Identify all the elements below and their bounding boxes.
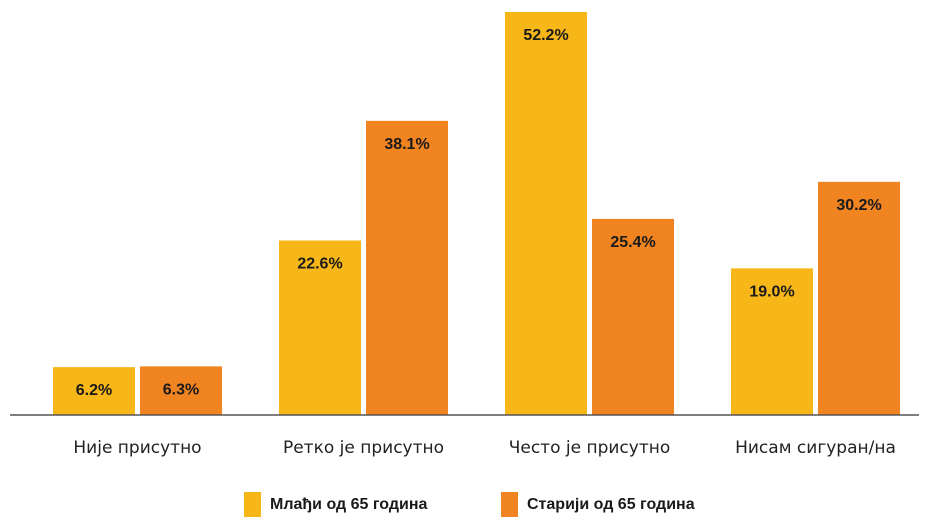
bar-s1-c2 [592,218,674,415]
bar-s1-c3 [818,181,900,415]
category-label-1: Ретко је присутно [283,438,444,458]
legend-label-younger: Млађи од 65 година [270,495,428,513]
data-label-s0-c1: 22.6% [297,256,342,273]
bar-s1-c1 [366,120,448,415]
legend-item-older: Старији од 65 година [501,492,695,517]
category-label-0: Није присутно [73,438,201,458]
legend-label-older: Старији од 65 година [527,495,695,513]
data-label-s0-c0: 6.2% [76,382,112,399]
bar-s0-c2 [505,12,587,415]
legend: Млађи од 65 година Старији од 65 година [0,492,929,522]
category-labels: Није присутно Ретко је присутно Често је п… [73,438,896,458]
legend-swatch-older [501,492,518,517]
legend-item-younger: Млађи од 65 година [244,492,427,517]
bar-s1-c0 [140,366,222,415]
category-label-3: Нисам сигуран/на [735,438,896,458]
bar-s0-c3 [731,268,813,415]
legend-swatch-younger [244,492,261,517]
category-label-2: Често је присутно [509,438,671,458]
data-label-s1-c0: 6.3% [163,381,199,398]
bar-s0-c0 [53,367,135,415]
bar-s0-c1 [279,240,361,415]
data-label-s0-c2: 52.2% [523,27,568,44]
data-label-s1-c3: 30.2% [836,197,881,214]
bar-chart: 6.2% 22.6% 52.2% 19.0% 6.3% 38.1% 25.4% 30.2% Н… [10,12,919,458]
bars-group: 6.2% 22.6% 52.2% 19.0% 6.3% 38.1% 25.4% 30.2% [53,12,900,415]
data-label-s1-c1: 38.1% [384,136,429,153]
data-label-s1-c2: 25.4% [610,234,655,251]
data-label-s0-c3: 19.0% [749,283,794,300]
